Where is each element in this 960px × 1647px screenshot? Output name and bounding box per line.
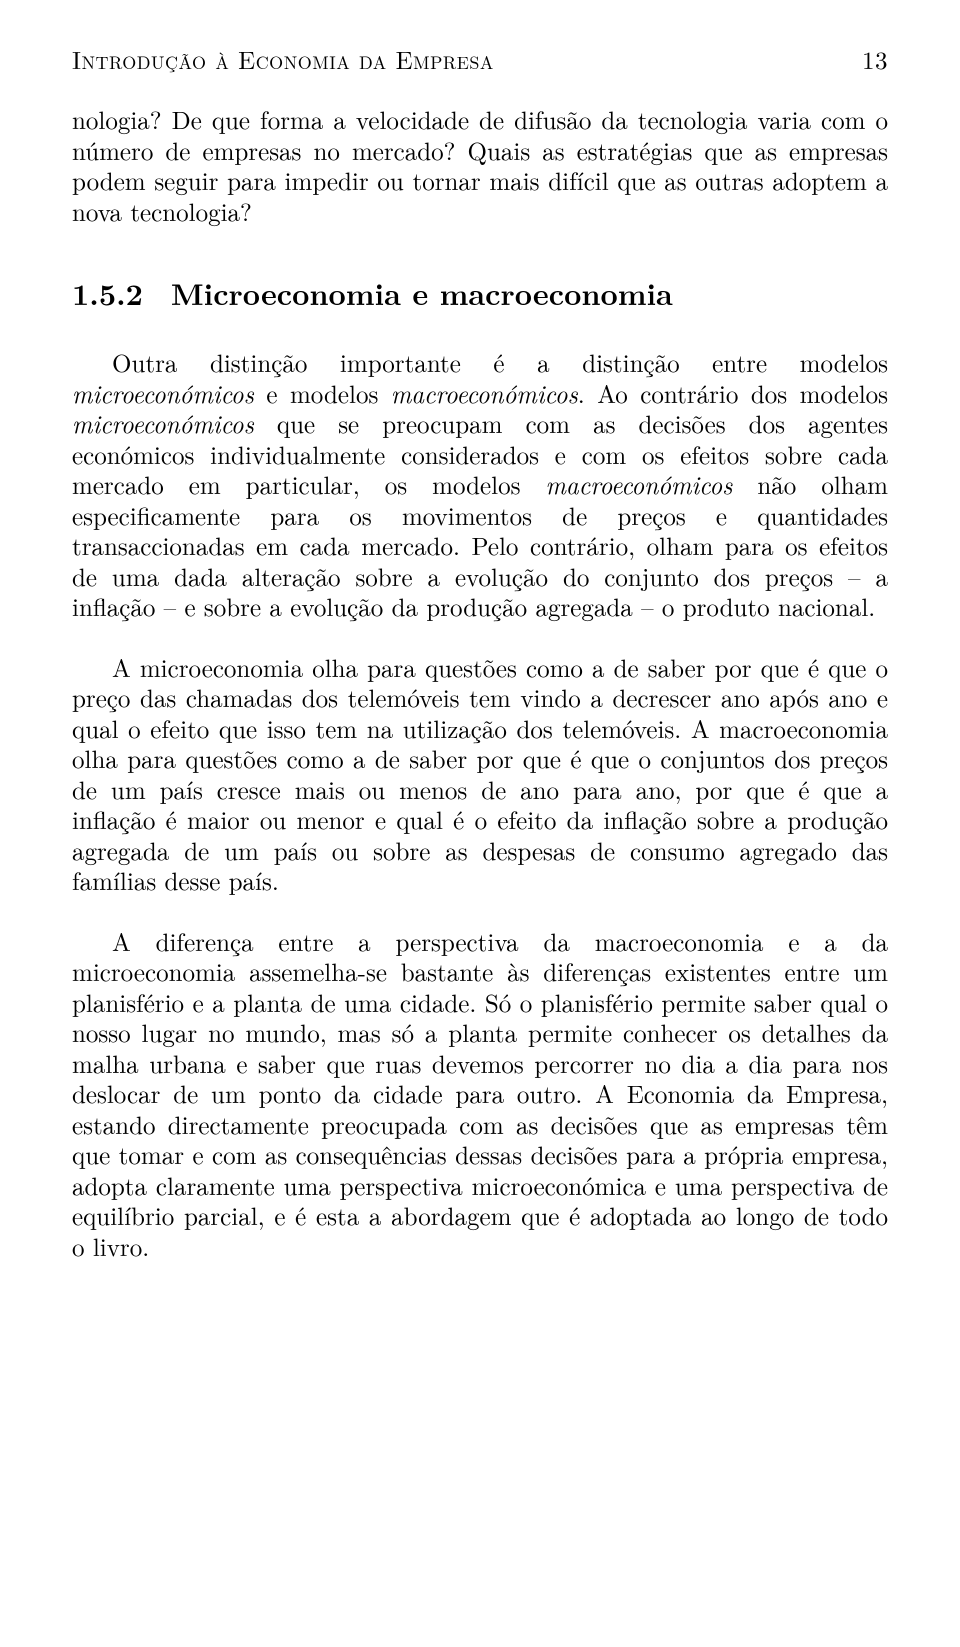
running-title: Introdução à Economia da Empresa [72, 42, 494, 77]
section-number: 1.5.2 [72, 271, 143, 314]
paragraph-3: A diferença entre a perspectiva da macro… [72, 927, 888, 1263]
paragraph-2: A microeconomia olha para questões como … [72, 653, 888, 897]
paragraph-1: Outra distinção importante é a distinção… [72, 348, 888, 623]
page-header: Introdução à Economia da Empresa 13 [72, 42, 888, 77]
section-title: Microeconomia e macroeconomia [171, 271, 673, 314]
section-heading: 1.5.2 Microeconomia e macroeconomia [72, 271, 888, 314]
page-number: 13 [862, 42, 888, 77]
intro-paragraph-continuation: nologia? De que forma a velocidade de di… [72, 105, 888, 227]
document-page: Introdução à Economia da Empresa 13 nolo… [0, 0, 960, 1647]
